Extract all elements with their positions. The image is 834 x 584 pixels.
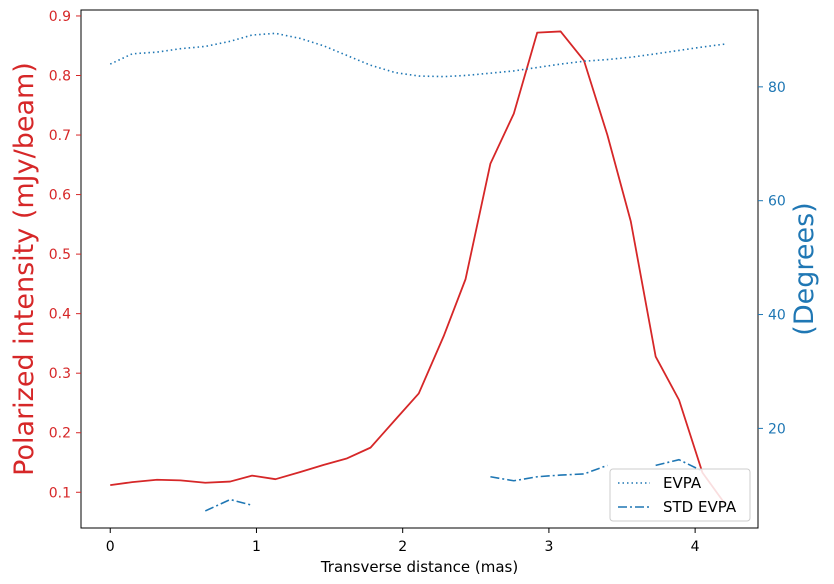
legend: EVPA STD EVPA xyxy=(609,468,751,522)
right-axis: 20 40 60 80 xyxy=(758,80,786,437)
left-tick-label: 0.7 xyxy=(49,128,71,144)
right-axis-label: (Degrees) xyxy=(789,202,820,335)
left-tick-label: 0.2 xyxy=(49,426,71,442)
legend-label-evpa: EVPA xyxy=(663,474,702,492)
plot-frame xyxy=(80,9,759,529)
x-axis: 0 1 2 3 4 xyxy=(106,528,700,555)
series-polarized-intensity-line xyxy=(110,30,726,504)
left-tick-label: 0.9 xyxy=(49,9,71,25)
x-tick-label: 0 xyxy=(106,539,115,555)
series-group xyxy=(109,30,726,512)
legend-box xyxy=(609,468,751,522)
x-tick-label: 2 xyxy=(398,539,407,555)
left-tick-label: 0.6 xyxy=(49,188,71,204)
x-axis-label: Transverse distance (mas) xyxy=(320,558,518,576)
right-tick-label: 40 xyxy=(768,308,786,324)
series-std-evpa-segment xyxy=(490,464,608,482)
x-tick-label: 1 xyxy=(252,539,261,555)
series-std-evpa-segment xyxy=(204,498,253,512)
x-tick-label: 4 xyxy=(691,539,700,555)
right-tick-label: 60 xyxy=(768,194,786,210)
series-std-evpa-segment xyxy=(655,458,703,472)
left-tick-label: 0.3 xyxy=(49,366,71,382)
series-evpa-line xyxy=(109,32,725,78)
x-tick-label: 3 xyxy=(544,539,553,555)
left-tick-label: 0.4 xyxy=(49,307,71,323)
right-tick-label: 20 xyxy=(768,421,786,437)
left-axis: 0.1 0.2 0.3 0.4 0.5 0.6 0.7 0.8 0.9 xyxy=(49,9,81,501)
right-tick-label: 80 xyxy=(768,80,786,96)
left-tick-label: 0.8 xyxy=(49,68,71,84)
left-tick-label: 0.1 xyxy=(49,485,71,501)
legend-label-std-evpa: STD EVPA xyxy=(663,498,737,516)
left-tick-label: 0.5 xyxy=(49,247,71,263)
left-axis-label: Polarized intensity (mJy/beam) xyxy=(9,62,40,476)
